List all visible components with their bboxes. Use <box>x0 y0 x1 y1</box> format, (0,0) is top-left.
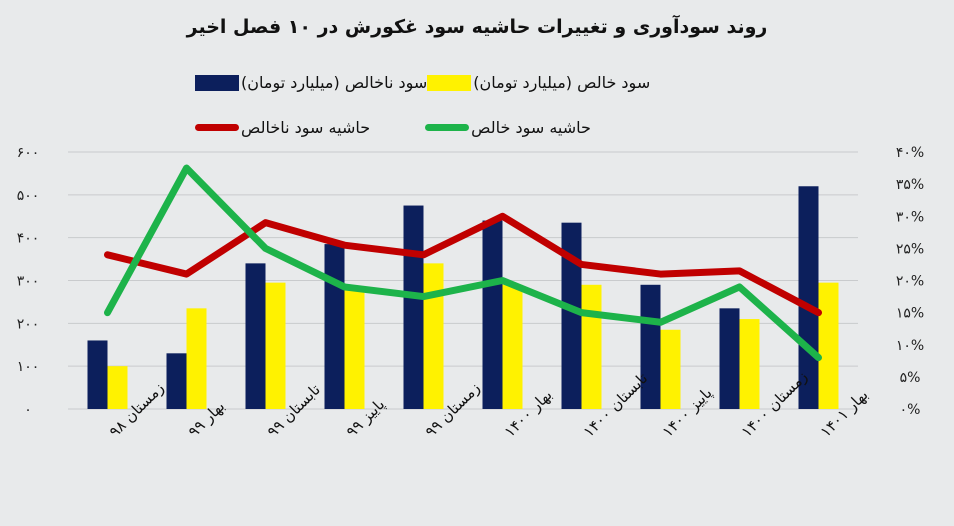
legend-item-gross-margin: حاشیه سود ناخالص <box>195 118 370 137</box>
right-axis-tick-label: ۳۵% <box>896 177 924 193</box>
legend-item-gross-profit: سود ناخالص (میلیارد تومان) <box>195 73 427 92</box>
chart-title: روند سودآوری و تغییرات حاشیه سود غکورش د… <box>186 16 768 38</box>
legend-item-net-profit: سود خالص (میلیارد تومان) <box>427 73 650 92</box>
bar-gross-profit <box>245 263 266 409</box>
right-axis-tick-label: ۲۵% <box>896 241 924 257</box>
bar-gross-profit <box>482 220 503 409</box>
legend-label-net-margin: حاشیه سود خالص <box>471 118 591 137</box>
bar-net-profit <box>581 284 602 409</box>
legend-swatch-net-margin <box>425 124 470 131</box>
right-axis-tick-label: ۰% <box>900 402 921 418</box>
bar-gross-profit <box>640 284 661 409</box>
right-axis-tick-label: ۱۰% <box>896 338 924 354</box>
bar-net-profit <box>107 366 128 409</box>
bar-net-profit <box>502 284 523 409</box>
bar-net-profit <box>660 329 681 409</box>
legend-row-bars: سود خالص (میلیارد تومان) سود ناخالص (میل… <box>195 73 650 92</box>
legend-swatch-net-profit <box>427 74 472 91</box>
bar-gross-profit <box>324 244 345 409</box>
bar-gross-profit <box>719 308 740 409</box>
bar-gross-profit <box>561 222 582 409</box>
bar-net-profit <box>739 319 760 409</box>
legend-swatch-gross-margin <box>195 124 239 131</box>
legend-item-net-margin: حاشیه سود خالص <box>425 118 591 137</box>
bar-gross-profit <box>403 205 424 409</box>
left-axis-tick-label: ۱۰۰ <box>17 359 40 375</box>
bar-gross-profit <box>87 340 108 409</box>
line-net-margin <box>104 164 822 362</box>
bar-net-profit <box>818 282 839 409</box>
right-axis-tick-label: ۴۰% <box>896 145 924 161</box>
left-axis-tick-label: ۲۰۰ <box>17 316 40 332</box>
right-axis-tick-label: ۱۵% <box>896 306 924 322</box>
bar-net-profit <box>344 289 365 409</box>
right-axis-tick-label: ۵% <box>900 370 921 386</box>
legend-label-net-profit: سود خالص (میلیارد تومان) <box>473 73 651 92</box>
left-axis-tick-label: ۳۰۰ <box>17 274 40 290</box>
legend-row-lines: حاشیه سود خالص حاشیه سود ناخالص <box>195 118 591 137</box>
line-gross-margin <box>104 212 822 317</box>
bar-net-profit <box>265 282 286 409</box>
right-axis-tick-label: ۲۰% <box>896 274 924 290</box>
legend-swatch-gross-profit <box>195 74 239 91</box>
bar-net-profit <box>423 263 444 409</box>
right-axis-tick-label: ۳۰% <box>896 209 924 225</box>
bar-gross-profit <box>166 353 187 409</box>
left-axis-tick-label: ۶۰۰ <box>17 145 40 161</box>
left-axis-tick-label: ۰ <box>24 402 32 418</box>
legend-label-gross-profit: سود ناخالص (میلیارد تومان) <box>241 73 428 92</box>
left-axis-tick-label: ۵۰۰ <box>17 188 40 204</box>
left-axis-tick-label: ۴۰۰ <box>17 231 40 247</box>
legend-label-gross-margin: حاشیه سود ناخالص <box>241 118 371 137</box>
bar-net-profit <box>186 308 207 409</box>
